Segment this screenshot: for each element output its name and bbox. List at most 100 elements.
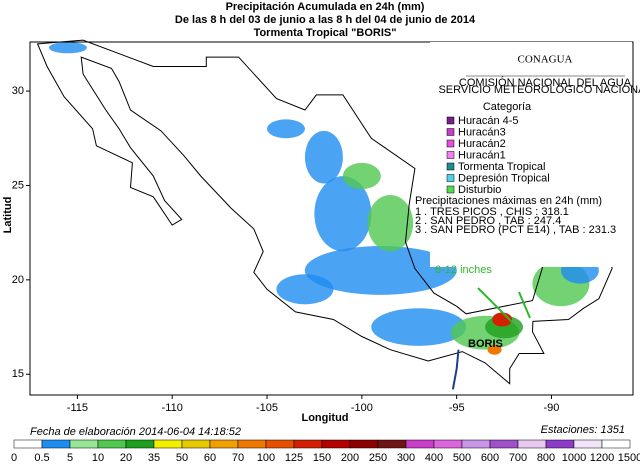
station-label: 3 . SAN PEDRO (PCT E14) , TAB : 231.3	[415, 224, 616, 236]
legend-swatch	[446, 128, 455, 136]
colorbar-label: 50	[176, 452, 188, 464]
legend-label: Huracán 4-5	[458, 115, 519, 127]
logo-name: CONAGUA	[518, 54, 573, 66]
colorbar-segment	[237, 439, 267, 449]
colorbar-label: 125	[285, 452, 303, 464]
legend-swatch	[446, 116, 455, 125]
legend-label: Disturbio	[458, 184, 501, 196]
legend-swatch	[446, 174, 455, 182]
colorbar-segment	[545, 439, 575, 449]
colorbar-segment	[13, 439, 43, 449]
colorbar-segment	[517, 439, 547, 449]
colorbar-segment	[461, 439, 491, 449]
colorbar-label: 10	[92, 452, 104, 464]
y-tick-label: 15	[12, 368, 24, 380]
colorbar-segment	[293, 439, 323, 449]
colorbar-segment	[321, 439, 351, 449]
colorbar-segment	[405, 439, 435, 449]
storm-label: BORIS	[468, 338, 503, 350]
colorbar-label: 500	[453, 452, 471, 464]
colorbar-label: 300	[397, 452, 415, 464]
precip-area	[342, 162, 381, 190]
colorbar-label: 0	[11, 452, 17, 464]
precip-area	[487, 344, 502, 355]
colorbar-label: 400	[425, 452, 443, 464]
precip-area	[304, 245, 457, 295]
legend-title: Categoría	[483, 101, 532, 113]
max-precip-title: Precipitaciones máximas en 24h (mm)	[415, 195, 602, 207]
x-tick-label: -115	[67, 402, 88, 414]
legend-label: Huracán2	[458, 138, 506, 150]
x-tick-label: -95	[449, 402, 465, 414]
station-label: 1 . TRES PICOS , CHIS : 318.1	[415, 206, 569, 218]
colorbar-segment	[181, 439, 211, 449]
annotation-arrow	[477, 287, 513, 323]
plot-frame	[29, 41, 634, 396]
colorbar-label: 35	[148, 452, 160, 464]
legend-label: Huracán1	[458, 149, 506, 161]
precip-area	[304, 130, 343, 184]
colorbar-segment	[377, 439, 407, 449]
precip-area	[371, 308, 467, 346]
colorbar-segment	[265, 439, 295, 449]
country-outline	[36, 39, 613, 385]
colorbar-label: 250	[369, 452, 387, 464]
legend-label: Depresión Tropical	[458, 172, 550, 184]
precip-area	[367, 195, 414, 252]
x-tick-label: -100	[351, 402, 373, 414]
y-tick-label: 30	[12, 85, 24, 97]
x-axis-label: Longitud	[301, 412, 348, 424]
colorbar-label: 20	[120, 452, 132, 464]
logo-line: COMISIÓN NACIONAL DEL AGUA	[459, 76, 632, 89]
legend-label: Huracán3	[458, 126, 506, 138]
colorbar-label: 0.5	[34, 452, 49, 464]
precip-area	[276, 274, 334, 305]
precip-area	[314, 176, 372, 252]
colorbar-label: 1200	[590, 452, 614, 464]
colorbar-label: 1500	[618, 452, 640, 464]
colorbar-segment	[489, 439, 519, 449]
colorbar-segment	[209, 439, 239, 449]
colorbar-label: 600	[481, 452, 499, 464]
colorbar-segment	[69, 439, 99, 449]
title-line: Tormenta Tropical "BORIS"	[254, 27, 397, 39]
legend-panel	[430, 42, 632, 267]
colorbar-label: 700	[509, 452, 527, 464]
y-tick-label: 20	[12, 274, 24, 286]
legend-swatch	[446, 151, 455, 159]
colorbar-segment	[433, 439, 463, 449]
storm-track	[451, 349, 460, 390]
y-tick-label: 25	[12, 179, 24, 191]
colorbar-segment	[573, 439, 603, 449]
colorbar-segment	[601, 439, 631, 449]
footer-stations: Estaciones: 1351	[541, 424, 625, 436]
annotation: 6-12 inches	[435, 264, 492, 276]
x-tick-label: -90	[544, 402, 560, 414]
legend-swatch	[446, 162, 455, 171]
colorbar-label: 1000	[562, 452, 586, 464]
y-axis-label: Latitud	[2, 197, 14, 234]
precip-area	[48, 42, 87, 54]
colorbar-label: 70	[232, 452, 244, 464]
colorbar-segment	[97, 439, 127, 449]
colorbar-label: 150	[313, 452, 331, 464]
map-area	[36, 39, 613, 390]
colorbar-segment	[349, 439, 379, 449]
colorbar-segment	[125, 439, 155, 449]
colorbar-segment	[153, 439, 183, 449]
footer-date: Fecha de elaboración 2014-06-04 14:18:52	[30, 426, 241, 438]
x-tick-label: -105	[256, 402, 278, 414]
legend-swatch	[446, 139, 455, 148]
colorbar-segment	[41, 439, 71, 449]
title-line: Precipitación Acumulada en 24h (mm)	[226, 1, 425, 13]
colorbar-label: 5	[67, 452, 73, 464]
annotation-arrow	[518, 291, 531, 319]
title-line: De las 8 h del 03 de junio a las 8 h del…	[175, 14, 476, 26]
colorbar-label: 100	[257, 452, 275, 464]
precip-area	[266, 119, 305, 139]
legend-swatch	[446, 185, 455, 194]
x-tick-label: -110	[162, 402, 183, 414]
legend-label: Tormenta Tropical	[458, 161, 545, 173]
colorbar-label: 800	[537, 452, 555, 464]
